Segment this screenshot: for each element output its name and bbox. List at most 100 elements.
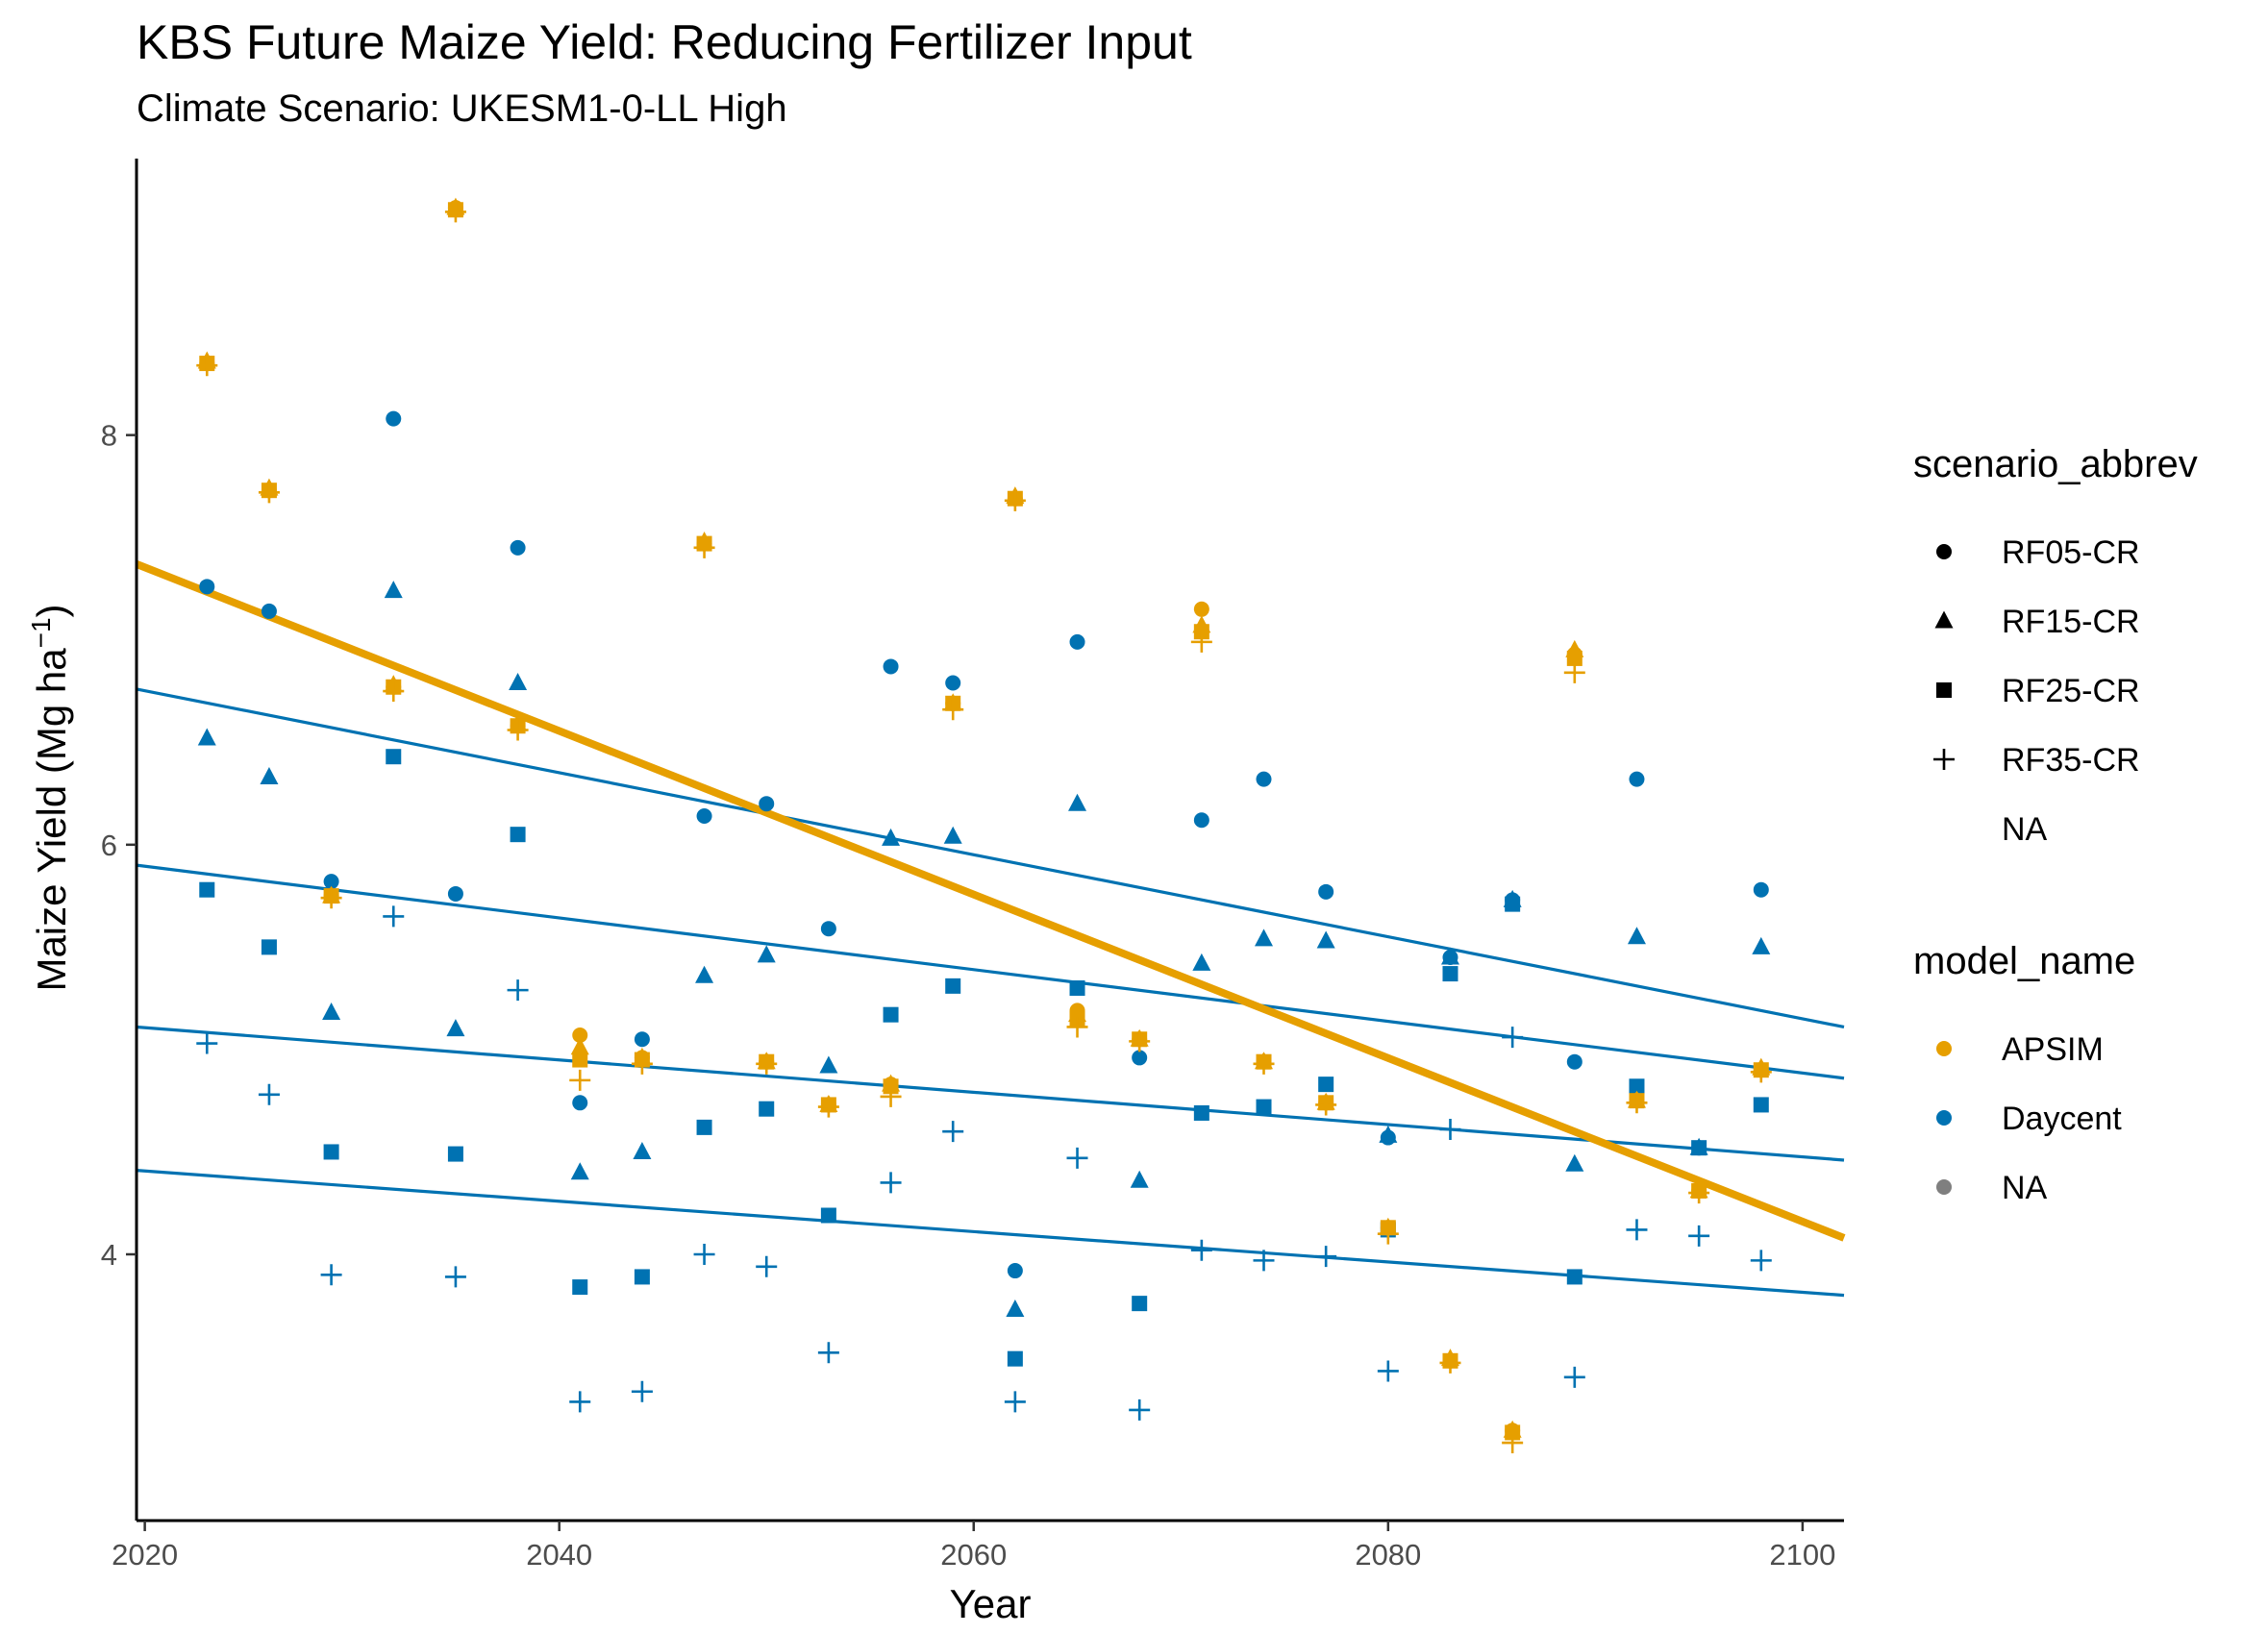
legend-item-label: APSIM bbox=[2002, 1031, 2104, 1068]
data-point-daycent-rf35-cr bbox=[1439, 1119, 1461, 1141]
data-point-daycent-rf05-cr bbox=[572, 1095, 588, 1111]
data-point-apsim-rf35-cr bbox=[756, 1052, 778, 1075]
data-points bbox=[196, 197, 1772, 1454]
data-point-daycent-rf25-cr bbox=[759, 1101, 775, 1117]
data-point-daycent-rf35-cr bbox=[383, 905, 405, 928]
legend-title: scenario_abbrev bbox=[1913, 443, 2198, 485]
trend-line-daycent-rf25-cr bbox=[136, 1025, 1845, 1162]
data-point-daycent-rf15-cr bbox=[1130, 1170, 1149, 1188]
data-point-daycent-rf05-cr bbox=[759, 796, 775, 812]
trend-line-apsim bbox=[135, 560, 1846, 1242]
data-point-apsim-rf35-cr bbox=[880, 1085, 902, 1107]
data-point-daycent-rf15-cr bbox=[1006, 1300, 1025, 1318]
data-point-apsim-rf35-cr bbox=[569, 1069, 591, 1091]
data-point-daycent-rf25-cr bbox=[1132, 1296, 1148, 1312]
data-point-daycent-rf15-cr bbox=[1565, 1153, 1584, 1172]
data-point-daycent-rf35-cr bbox=[1377, 1360, 1399, 1382]
data-point-daycent-rf35-cr bbox=[444, 1266, 466, 1288]
legend-item-label: NA bbox=[2002, 811, 2048, 848]
data-point-daycent-rf15-cr bbox=[570, 1162, 589, 1180]
y-axis-title-tail: ) bbox=[29, 604, 74, 617]
data-point-daycent-rf35-cr bbox=[1066, 1147, 1088, 1169]
legend-key-plus bbox=[1933, 749, 1955, 770]
data-point-daycent-rf25-cr bbox=[323, 1144, 339, 1160]
data-point-daycent-rf15-cr bbox=[757, 945, 776, 963]
data-point-daycent-rf05-cr bbox=[199, 579, 215, 595]
data-point-daycent-rf35-cr bbox=[631, 1380, 653, 1402]
data-point-apsim-rf25-cr bbox=[572, 1052, 588, 1068]
data-point-daycent-rf25-cr bbox=[883, 1006, 899, 1023]
data-point-daycent-rf35-cr bbox=[320, 1264, 342, 1286]
data-point-daycent-rf15-cr bbox=[1440, 947, 1459, 965]
data-point-daycent-rf05-cr bbox=[261, 603, 277, 619]
data-point-daycent-rf25-cr bbox=[386, 749, 402, 765]
data-point-daycent-rf05-cr bbox=[447, 885, 463, 902]
data-point-apsim-rf15-cr bbox=[570, 1037, 589, 1055]
data-point-daycent-rf35-cr bbox=[1315, 1246, 1337, 1268]
data-point-daycent-rf35-cr bbox=[1502, 1027, 1524, 1049]
data-point-apsim-rf35-cr bbox=[1004, 489, 1026, 511]
data-point-daycent-rf35-cr bbox=[1626, 1219, 1648, 1241]
data-point-daycent-rf25-cr bbox=[1069, 979, 1085, 996]
data-point-daycent-rf25-cr bbox=[510, 827, 526, 843]
data-point-apsim-rf35-cr bbox=[631, 1052, 653, 1075]
data-point-daycent-rf35-cr bbox=[1190, 1239, 1212, 1261]
legend-item-label: Daycent bbox=[2002, 1101, 2122, 1137]
data-point-apsim-rf05-cr bbox=[572, 1027, 588, 1043]
data-point-daycent-rf35-cr bbox=[569, 1391, 591, 1413]
y-tick-label: 6 bbox=[101, 829, 117, 862]
data-point-daycent-rf15-cr bbox=[819, 1055, 838, 1074]
data-point-daycent-rf15-cr bbox=[260, 767, 279, 785]
data-point-daycent-rf05-cr bbox=[1193, 812, 1209, 829]
x-tick-label: 2080 bbox=[1355, 1538, 1421, 1572]
data-point-daycent-rf05-cr bbox=[1629, 771, 1645, 787]
x-tick-label: 2100 bbox=[1769, 1538, 1835, 1572]
data-point-apsim-rf05-cr bbox=[1193, 601, 1209, 617]
data-point-daycent-rf35-cr bbox=[756, 1255, 778, 1277]
data-point-apsim-rf35-cr bbox=[693, 536, 715, 558]
data-point-daycent-rf25-cr bbox=[1007, 1350, 1023, 1367]
data-point-daycent-rf35-cr bbox=[1253, 1250, 1275, 1272]
legend-key-square bbox=[1936, 682, 1952, 698]
data-point-daycent-rf25-cr bbox=[820, 1207, 836, 1224]
legend-key-color bbox=[1936, 1179, 1952, 1195]
legend-key-color bbox=[1936, 1041, 1952, 1056]
trend-line-daycent-rf15-cr bbox=[136, 863, 1845, 1080]
x-ticks: 2020 2040 2060 2080 2100 bbox=[112, 1521, 1835, 1572]
x-tick-label: 2020 bbox=[112, 1538, 178, 1572]
data-point-daycent-rf25-cr bbox=[1442, 966, 1458, 982]
x-axis-title: Year bbox=[950, 1581, 1032, 1626]
data-point-apsim-rf35-cr bbox=[1377, 1223, 1399, 1245]
trend-line-daycent-rf05-cr bbox=[136, 687, 1845, 1029]
data-point-apsim-rf35-cr bbox=[942, 699, 964, 721]
data-point-apsim-rf35-cr bbox=[258, 482, 280, 504]
x-tick-label: 2060 bbox=[940, 1538, 1007, 1572]
data-point-daycent-rf35-cr bbox=[1129, 1399, 1151, 1421]
data-point-apsim-rf35-cr bbox=[1563, 661, 1585, 683]
data-point-daycent-rf15-cr bbox=[1316, 930, 1335, 949]
data-point-daycent-rf05-cr bbox=[1753, 881, 1769, 898]
data-point-daycent-rf35-cr bbox=[693, 1243, 715, 1265]
data-point-apsim-rf35-cr bbox=[1502, 1432, 1524, 1454]
data-point-apsim-rf25-cr bbox=[1566, 650, 1583, 666]
data-point-daycent-rf15-cr bbox=[695, 965, 714, 983]
data-point-daycent-rf15-cr bbox=[633, 1141, 652, 1159]
data-point-daycent-rf35-cr bbox=[880, 1172, 902, 1194]
data-point-apsim-rf35-cr bbox=[383, 681, 405, 703]
data-point-daycent-rf25-cr bbox=[199, 881, 215, 898]
data-point-daycent-rf15-cr bbox=[1192, 953, 1211, 971]
data-point-apsim-rf35-cr bbox=[320, 887, 342, 909]
data-point-daycent-rf15-cr bbox=[446, 1019, 465, 1037]
data-point-daycent-rf05-cr bbox=[1318, 883, 1334, 900]
data-point-daycent-rf35-cr bbox=[507, 979, 529, 1002]
data-point-daycent-rf05-cr bbox=[323, 874, 339, 890]
y-tick-label: 4 bbox=[101, 1238, 117, 1272]
data-point-daycent-rf15-cr bbox=[1627, 927, 1646, 945]
data-point-daycent-rf15-cr bbox=[384, 581, 403, 599]
chart-title: KBS Future Maize Yield: Reducing Fertili… bbox=[137, 15, 1192, 69]
data-point-daycent-rf05-cr bbox=[1069, 633, 1085, 650]
data-point-daycent-rf05-cr bbox=[696, 807, 712, 824]
trend-line-daycent-rf35-cr bbox=[136, 1169, 1845, 1298]
data-point-daycent-rf15-cr bbox=[1068, 793, 1087, 811]
